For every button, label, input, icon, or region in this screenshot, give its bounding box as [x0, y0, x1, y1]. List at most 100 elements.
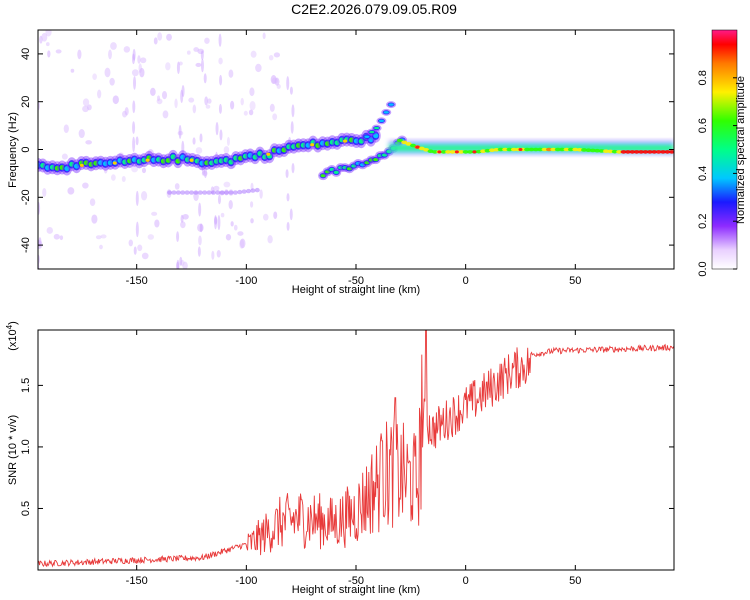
spectrogram-main-core	[233, 155, 239, 161]
spectrogram-lower-band	[167, 190, 173, 195]
spectrogram-speckle	[250, 50, 257, 58]
snr-series-line	[38, 330, 674, 568]
snr-y-tick-label: 1.0	[20, 439, 32, 454]
spectrogram-streak	[219, 129, 223, 141]
spectrogram-streak	[291, 104, 295, 118]
upper-band-mark	[431, 150, 438, 154]
snr-y-tick-label: 0.5	[20, 501, 32, 516]
spectrogram-secondary-core	[346, 167, 353, 171]
colorbar-tick-label: 0.6	[697, 118, 709, 133]
spectrogram-speckle	[197, 48, 205, 55]
spectrogram-speckle	[82, 182, 89, 189]
spectrogram-main-core	[136, 158, 142, 164]
spectrogram-main-core	[93, 160, 99, 166]
spectrogram-main-core	[329, 139, 335, 145]
upper-band-mark	[633, 150, 640, 154]
spectrogram-sideband-core	[383, 111, 389, 114]
upper-band-mark	[598, 149, 605, 153]
upper-band-mark	[668, 150, 674, 154]
spectrogram-streak	[218, 103, 222, 114]
upper-band-mark	[585, 148, 592, 153]
spectrogram-speckle	[153, 37, 158, 45]
spectrogram-speckle	[267, 235, 273, 244]
spectrogram-speckle	[95, 235, 102, 240]
spectrogram-streak	[200, 50, 204, 60]
spectrogram-speckle	[161, 91, 168, 100]
spectrogram-streak	[203, 73, 207, 84]
spectrogram-speckle	[121, 176, 126, 183]
spectrogram-speckle	[104, 67, 111, 78]
spectrogram-sideband-core	[378, 119, 385, 123]
spectrogram-speckle	[82, 105, 89, 113]
spectrogram-streak	[215, 121, 219, 136]
spectrogram-sideband-core	[374, 126, 380, 130]
spectrogram-main-core	[373, 133, 379, 139]
spectrogram-speckle	[63, 124, 69, 133]
spectrogram-streak	[34, 170, 37, 181]
spectrogram-streak	[176, 61, 180, 75]
upper-band-mark	[458, 150, 465, 154]
spectrogram-streak	[289, 208, 293, 221]
spectrogram-streak	[181, 140, 185, 155]
spectrogram-secondary-core	[359, 163, 366, 167]
spectrogram-speckle	[205, 104, 211, 109]
spectrogram-streak	[34, 61, 37, 73]
spectrogram-speckle	[41, 32, 48, 42]
snr-x-ticks: -150 -100 -50 0 50	[126, 330, 581, 587]
upper-band-mark	[616, 150, 623, 154]
spectrogram-speckle	[174, 183, 180, 190]
spectrogram-speckle	[269, 103, 275, 112]
spectrogram-lower-band	[250, 188, 256, 193]
spectrogram-speckle	[268, 54, 274, 61]
snr-x-tick-label: 50	[569, 575, 581, 587]
spectrogram-streak	[200, 58, 204, 73]
spectrogram-streak	[180, 214, 184, 223]
colorbar: 0.0 0.2 0.4 0.6 0.8 Normalized spectral ampl…	[697, 29, 747, 277]
spectrogram-y-tick-label: -40	[20, 237, 32, 253]
upper-band-peak	[415, 145, 420, 149]
spectrogram-lower-band	[246, 188, 252, 194]
spectrogram-streak	[35, 148, 38, 160]
spectrogram-speckle	[91, 214, 98, 224]
spectrogram-secondary-core	[324, 170, 331, 174]
spectrogram-lower-band	[241, 189, 247, 194]
spectrogram-main-core	[117, 158, 123, 163]
snr-x-label: Height of straight line (km)	[292, 584, 420, 596]
spectrogram-speckle	[141, 191, 148, 201]
upper-band-mark	[541, 147, 548, 152]
spectrogram-main-core	[300, 142, 306, 148]
spectrogram-main-core	[271, 147, 278, 153]
spectrogram-main-core	[228, 159, 234, 165]
spectrogram-streak	[132, 100, 136, 114]
spectrogram-y-tick-label: 0	[20, 146, 32, 152]
spectrogram-speckle	[201, 170, 208, 177]
spectrogram-secondary-core	[329, 167, 335, 172]
spectrogram-lower-band	[237, 189, 243, 195]
spectrogram-main-core	[242, 153, 249, 159]
upper-band-mark	[528, 147, 535, 152]
spectrogram-lower-band	[206, 190, 212, 195]
spectrogram-spark	[112, 161, 117, 165]
spectrogram-sideband-core	[369, 130, 375, 134]
spectrogram-speckle	[128, 239, 134, 247]
spectrogram-speckle	[131, 165, 138, 173]
spectrogram-speckle	[123, 46, 131, 53]
colorbar-tick-label: 0.0	[697, 261, 709, 276]
spectrogram-speckle	[186, 50, 191, 55]
spectrogram-main-core	[107, 160, 113, 166]
spectrogram-speckle	[213, 185, 220, 191]
spectrogram-streak	[217, 194, 221, 205]
upper-band-mark	[642, 150, 649, 154]
spectrogram-streak	[285, 169, 289, 179]
upper-band-mark	[445, 150, 452, 154]
upper-band-peak	[454, 150, 459, 154]
spectrogram-main-core	[194, 158, 200, 164]
spectrogram-speckle	[45, 42, 50, 47]
upper-band-mark	[502, 147, 509, 152]
spectrogram-speckle	[118, 152, 124, 157]
spectrogram-main-core	[122, 159, 128, 165]
upper-band-mark	[497, 147, 504, 152]
upper-band-mark	[629, 150, 636, 154]
spectrogram-speckle	[140, 57, 147, 64]
